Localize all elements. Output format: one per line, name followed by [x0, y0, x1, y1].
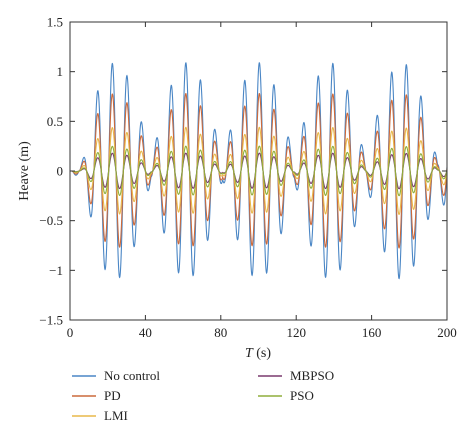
legend-label: PD: [104, 388, 121, 403]
legend: No control PD LMI MBPSO PSO: [72, 368, 334, 423]
legend-label: MBPSO: [290, 368, 334, 383]
x-axis-label-variable: T: [245, 346, 254, 361]
series-line-pso: [70, 145, 448, 197]
series-line-pd: [70, 93, 448, 249]
x-tick-label: 120: [286, 325, 306, 340]
y-tick-label: 1: [57, 64, 64, 79]
x-tick-label: 160: [362, 325, 382, 340]
legend-label: LMI: [104, 408, 128, 423]
x-tick-label: 80: [214, 325, 227, 340]
y-tick-label: −1.5: [39, 313, 63, 328]
y-tick-label: −0.5: [39, 213, 63, 228]
y-tick-label: 0.5: [47, 114, 63, 129]
series-line-mbpso: [70, 152, 448, 190]
x-axis-label-unit: (s): [253, 346, 272, 361]
y-axis-label: Heave (m): [17, 141, 32, 201]
series-line-lmi: [70, 126, 448, 216]
y-tick-label: 0: [57, 164, 64, 179]
ticks-layer: 0 40 80 120 160 200 −1.5 −1 −0.5 0 0.5 1 1.5: [39, 15, 456, 341]
series-layer: [70, 62, 448, 280]
x-tick-label: 40: [139, 325, 152, 340]
legend-label: PSO: [290, 388, 314, 403]
series-line-no-control: [70, 62, 448, 280]
x-axis-label: T (s): [245, 346, 271, 361]
legend-label: No control: [104, 368, 160, 383]
y-tick-label: 1.5: [47, 15, 63, 30]
x-tick-label: 200: [437, 325, 457, 340]
x-tick-label: 0: [67, 325, 74, 340]
y-tick-label: −1: [49, 263, 63, 278]
